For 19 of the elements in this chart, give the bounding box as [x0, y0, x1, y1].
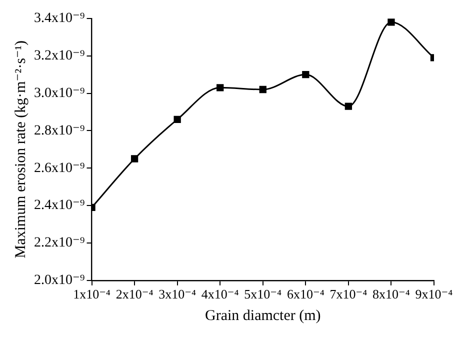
- x-tick-label: 9x10⁻⁴: [415, 286, 454, 302]
- x-tick-label: 2x10⁻⁴: [116, 286, 154, 302]
- x-tick-label: 6x10⁻⁴: [286, 286, 325, 302]
- x-tick-label: 3x10⁻⁴: [158, 286, 196, 302]
- x-tick-label: 8x10⁻⁴: [372, 286, 410, 302]
- y-tick-label: 2.8x10⁻⁹: [34, 123, 85, 138]
- y-axis-title: Maximum erosion rate (kg·m⁻²·s⁻¹): [12, 40, 29, 258]
- y-tick-label: 3.0x10⁻⁹: [34, 86, 85, 101]
- y-tick-label: 2.2x10⁻⁹: [34, 236, 85, 251]
- x-tick-label: 4x10⁻⁴: [201, 286, 240, 302]
- x-tick-label: 7x10⁻⁴: [330, 286, 368, 302]
- y-tick-label: 3.4x10⁻⁹: [34, 11, 85, 26]
- y-tick-label: 3.2x10⁻⁹: [34, 48, 85, 64]
- y-tick-label: 2.4x10⁻⁹: [34, 198, 85, 214]
- y-tick-label: 2.6x10⁻⁹: [34, 160, 85, 176]
- y-tick-label: 2.0x10⁻⁹: [34, 273, 85, 288]
- x-tick-label: 1x10⁻⁴: [73, 286, 111, 302]
- x-tick-label: 5x10⁻⁴: [244, 286, 282, 302]
- x-axis-title: Grain diamcter (m): [204, 308, 321, 324]
